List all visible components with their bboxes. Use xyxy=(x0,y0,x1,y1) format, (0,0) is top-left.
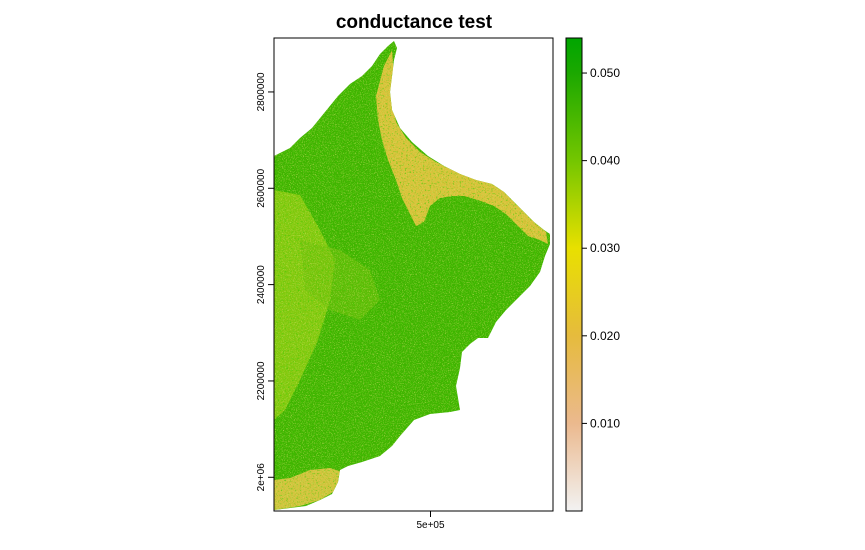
chart-title: conductance test xyxy=(336,12,493,33)
y-tick-label: 2800000 xyxy=(256,72,267,111)
raster-map xyxy=(274,41,550,510)
plot-frame xyxy=(273,37,554,512)
y-tick-label: 2e+06 xyxy=(256,463,267,492)
y-axis: 2e+06 2200000 2400000 2600000 2800000 xyxy=(256,72,274,491)
legend-tick-label: 0.050 xyxy=(590,66,620,80)
legend-tick-label: 0.020 xyxy=(590,329,620,343)
y-tick-label: 2200000 xyxy=(256,361,267,400)
legend-tick-label: 0.030 xyxy=(590,241,620,255)
y-tick-label: 2600000 xyxy=(256,168,267,207)
texture-yellow xyxy=(274,41,550,510)
color-legend: 0.010 0.020 0.030 0.040 0.050 xyxy=(565,37,620,512)
legend-colorbar xyxy=(565,37,583,512)
x-axis: 5e+05 xyxy=(416,511,445,531)
legend-tick-label: 0.010 xyxy=(590,416,620,430)
x-tick-label: 5e+05 xyxy=(416,520,445,531)
y-tick-label: 2400000 xyxy=(256,265,267,304)
legend-tick-label: 0.040 xyxy=(590,154,620,168)
